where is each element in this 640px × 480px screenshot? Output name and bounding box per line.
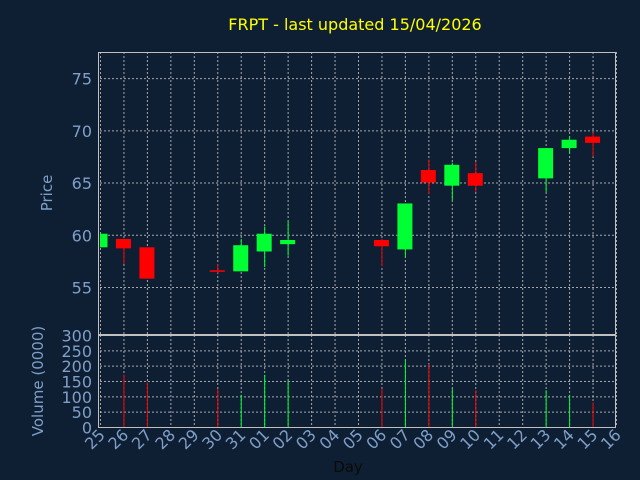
candle-body bbox=[538, 148, 554, 179]
candle-body bbox=[467, 173, 483, 186]
volume-tick-label: 0 bbox=[82, 419, 92, 438]
price-tick-label: 65 bbox=[72, 174, 92, 193]
x-axis-label: Day bbox=[333, 458, 363, 476]
candle-body bbox=[444, 164, 460, 186]
candle bbox=[280, 221, 296, 256]
candle bbox=[585, 132, 601, 157]
grid-lines bbox=[100, 52, 617, 427]
candle bbox=[209, 264, 225, 274]
candle-body bbox=[397, 203, 413, 250]
chart-title: FRPT - last updated 15/04/2026 bbox=[228, 15, 481, 34]
candle-body bbox=[256, 233, 272, 252]
volume-tick-label: 150 bbox=[61, 373, 92, 392]
volume-tick-label: 50 bbox=[72, 403, 92, 422]
volume-tick-label: 250 bbox=[61, 342, 92, 361]
candle-body bbox=[100, 233, 108, 248]
price-axis-label: Price bbox=[38, 175, 56, 212]
volume-axis-label: Volume (0000) bbox=[29, 326, 47, 436]
candle-body bbox=[209, 270, 225, 272]
candle bbox=[538, 148, 554, 192]
candle bbox=[467, 161, 483, 192]
price-tick-label: 70 bbox=[72, 122, 92, 141]
price-tick-label: 75 bbox=[72, 70, 92, 89]
candle bbox=[233, 238, 249, 272]
price-tick-label: 60 bbox=[72, 226, 92, 245]
candle bbox=[115, 238, 131, 265]
price-tick-label: 55 bbox=[72, 279, 92, 298]
volume-panel-frame bbox=[98, 335, 616, 428]
candle bbox=[100, 232, 108, 248]
price-panel-frame bbox=[98, 52, 616, 335]
candle-body bbox=[373, 240, 389, 247]
candle bbox=[373, 238, 389, 267]
candle-body bbox=[280, 240, 296, 245]
volume-tick-label: 200 bbox=[61, 357, 92, 376]
candle bbox=[139, 247, 155, 279]
candle bbox=[444, 162, 460, 201]
candle bbox=[420, 159, 436, 195]
candle-body bbox=[115, 238, 131, 249]
candle-body bbox=[139, 247, 155, 279]
candle-body bbox=[233, 245, 249, 272]
candle-body bbox=[420, 170, 436, 183]
volume-tick-label: 100 bbox=[61, 388, 92, 407]
candle bbox=[256, 226, 272, 268]
candle bbox=[397, 203, 413, 258]
candle-body bbox=[585, 136, 601, 143]
candle bbox=[561, 136, 577, 154]
volume-tick-label: 300 bbox=[61, 327, 92, 346]
x-tick-label: 16 bbox=[597, 425, 625, 453]
candle-body bbox=[561, 139, 577, 149]
